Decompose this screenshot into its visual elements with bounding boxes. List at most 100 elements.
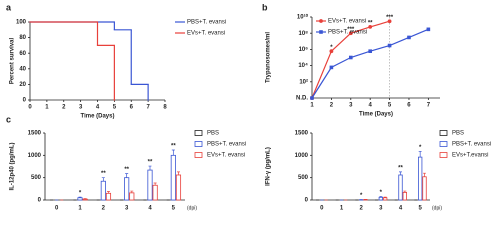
legend-swatch — [439, 130, 448, 136]
x-tick-label: 3 — [379, 206, 383, 212]
x-axis-label: (dpi) — [432, 205, 442, 211]
error-bar — [101, 177, 105, 182]
y-tick-label: 80 — [19, 35, 26, 41]
error-bar — [379, 196, 383, 198]
legend-swatch — [439, 141, 448, 147]
y-tick-label: N.D. — [296, 96, 308, 102]
annotation: ** — [171, 144, 176, 150]
y-tick-label: 1000 — [295, 153, 309, 159]
annotation: ** — [148, 160, 153, 166]
bar — [152, 184, 158, 201]
y-tick-label: 20 — [19, 82, 26, 88]
annotation: * — [419, 145, 422, 151]
marker — [368, 24, 373, 29]
annotation: * — [79, 191, 82, 197]
x-tick-label: 7 — [146, 105, 150, 111]
y-tick-label: 500 — [31, 175, 42, 181]
x-axis-label: (dpi) — [187, 205, 197, 211]
error-bar — [383, 196, 387, 198]
y-tick-label: 0 — [38, 198, 42, 204]
annotation: ** — [398, 165, 403, 171]
x-tick-label: 2 — [102, 206, 106, 212]
error-bar — [125, 173, 129, 178]
marker — [368, 49, 372, 53]
marker — [387, 43, 392, 48]
bar — [124, 177, 130, 201]
legend-label: PBS — [452, 131, 464, 137]
legend-label: EVs+T.evansi — [452, 153, 489, 159]
bar — [105, 192, 112, 201]
error-bar — [78, 196, 82, 198]
y-tick-label: 10⁸ — [298, 31, 308, 37]
error-bar — [130, 190, 134, 193]
x-tick-label: 2 — [330, 103, 334, 109]
panel-letter: c — [6, 114, 11, 124]
y-axis-label: IFN-γ (pg/mL) — [266, 147, 272, 186]
bar — [398, 174, 403, 201]
x-tick-label: 0 — [28, 105, 32, 111]
x-tick-label: 1 — [310, 103, 314, 109]
y-tick-label: 1500 — [295, 131, 309, 137]
marker — [387, 19, 392, 24]
bar — [77, 197, 83, 201]
error-bar — [176, 171, 180, 175]
x-axis-label: Time (Days) — [359, 112, 393, 118]
bar — [382, 197, 388, 201]
x-tick-label: 4 — [369, 103, 373, 109]
legend-marker — [319, 19, 323, 23]
legend-label: PBS+T. evansi — [187, 20, 226, 26]
annotation: ** — [124, 167, 129, 173]
legend-label: PBS — [207, 131, 219, 137]
legend-label: PBS+T. evansi — [452, 142, 491, 148]
bar — [422, 176, 427, 201]
y-tick-label: 10¹⁰ — [297, 14, 309, 21]
error-bar — [171, 149, 175, 156]
y-tick-label: 40 — [19, 66, 26, 72]
annotation: ** — [368, 20, 373, 26]
y-tick-label: 0 — [23, 98, 27, 104]
annotation: * — [330, 45, 333, 51]
bar — [170, 154, 176, 201]
x-axis-label: Time (Days) — [81, 114, 115, 120]
y-tick-label: 1500 — [28, 131, 42, 137]
error-bar — [106, 191, 110, 194]
y-tick-label: 10⁴ — [298, 63, 308, 69]
legend-label: PBS+T. evansi — [207, 142, 246, 148]
x-tick-label: 3 — [125, 206, 129, 212]
y-axis-label: Trypanosomes/ml — [266, 32, 272, 83]
x-tick-label: 0 — [320, 206, 324, 212]
x-tick-label: 6 — [407, 103, 411, 109]
legend-swatch — [194, 141, 203, 147]
marker — [329, 49, 334, 54]
annotation: ** — [101, 171, 106, 177]
bar — [129, 192, 135, 201]
y-tick-label: 100 — [16, 20, 27, 26]
x-tick-label: 4 — [148, 206, 152, 212]
legend-label: EVs+T. evansi — [187, 31, 225, 37]
x-tick-label: 1 — [78, 206, 82, 212]
x-tick-label: 4 — [399, 206, 403, 212]
error-bar — [399, 171, 402, 175]
x-tick-label: 3 — [349, 103, 353, 109]
x-tick-label: 5 — [388, 103, 392, 109]
legend-swatch — [439, 152, 448, 158]
bar — [378, 196, 383, 201]
x-tick-label: 6 — [130, 105, 134, 111]
bar — [175, 174, 182, 201]
annotation: * — [360, 193, 363, 199]
panel-letter: a — [6, 2, 12, 12]
annotation: *** — [347, 27, 355, 33]
y-tick-label: 60 — [19, 51, 26, 57]
bar — [402, 192, 407, 201]
panel-letter: b — [262, 2, 268, 12]
x-tick-label: 3 — [79, 105, 83, 111]
y-tick-label: 10² — [299, 78, 308, 85]
y-tick-label: 500 — [298, 175, 309, 181]
x-tick-label: 5 — [113, 105, 117, 111]
series-line — [311, 28, 429, 99]
error-bar — [403, 190, 407, 193]
y-axis-label: Percent survival — [10, 37, 16, 84]
marker — [348, 31, 353, 36]
x-tick-label: 0 — [55, 206, 59, 212]
